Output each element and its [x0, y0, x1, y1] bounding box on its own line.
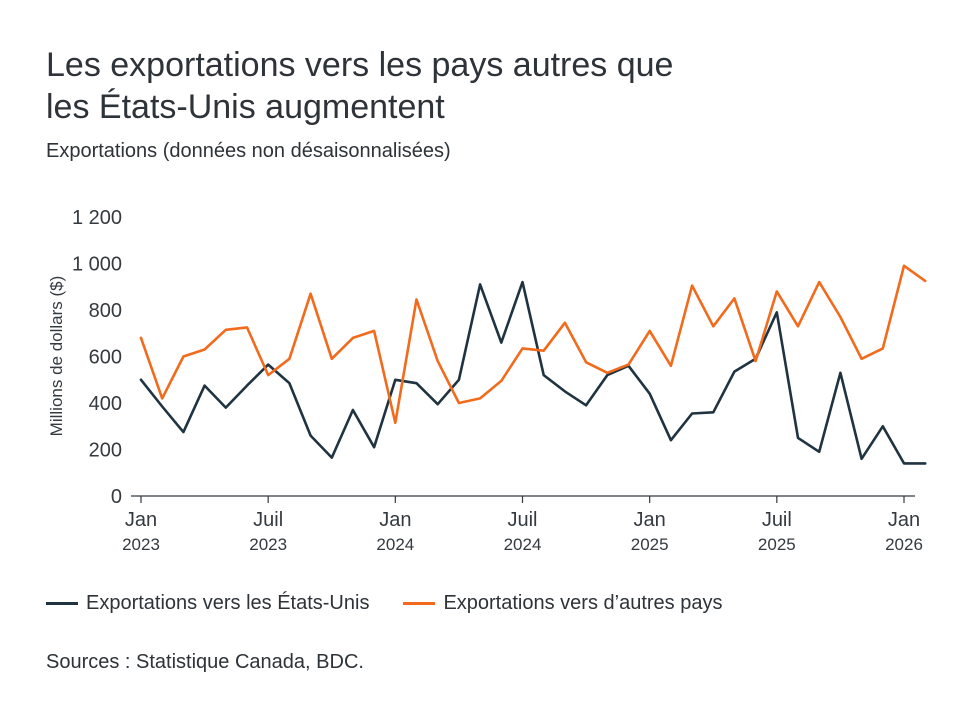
x-tick-label-month: Juil — [762, 509, 792, 531]
chart-title-line-2: les États-Unis augmentent — [46, 88, 445, 126]
x-tick-label-month: Jan — [379, 509, 411, 531]
x-tick-label-year: 2026 — [885, 535, 923, 554]
series-line-us — [139, 280, 927, 465]
legend-label-us: Exportations vers les États-Unis — [86, 592, 370, 614]
y-tick-label: 1 200 — [72, 207, 122, 229]
x-tick-label-year: 2025 — [758, 535, 796, 554]
x-tick-label-month: Jan — [888, 509, 920, 531]
x-tick-label-year: 2023 — [122, 535, 160, 554]
x-tick-label-month: Juil — [253, 509, 283, 531]
y-tick-label: 0 — [111, 486, 122, 508]
chart-subtitle: Exportations (données non désaisonnalisé… — [46, 140, 451, 162]
chart-title: Les exportations vers les pays autres qu… — [46, 44, 906, 128]
x-tick-label-year: 2025 — [631, 535, 669, 554]
x-tick-label-month: Jan — [125, 509, 157, 531]
y-tick-label: 200 — [89, 440, 122, 462]
y-tick-label: 800 — [89, 300, 122, 322]
legend-swatch-other — [403, 602, 436, 605]
legend-item-other: Exportations vers d’autres pays — [403, 592, 722, 615]
y-tick-label: 400 — [89, 393, 122, 415]
source-note: Sources : Statistique Canada, BDC. — [46, 651, 364, 673]
x-tick-label-year: 2024 — [504, 535, 542, 554]
y-tick-label: 1 000 — [72, 254, 122, 276]
x-tick-label-month: Juil — [507, 509, 537, 531]
chart-title-line-1: Les exportations vers les pays autres qu… — [46, 46, 674, 84]
y-axis-label: Millions de dollars ($) — [47, 276, 66, 437]
legend-swatch-us — [46, 602, 78, 605]
legend: Exportations vers les États-Unis Exporta… — [46, 592, 756, 615]
x-tick-label-year: 2023 — [249, 535, 287, 554]
legend-item-us: Exportations vers les États-Unis — [46, 592, 369, 615]
series-line-other — [139, 264, 927, 425]
x-tick-label-month: Jan — [634, 509, 666, 531]
y-tick-label: 600 — [89, 347, 122, 369]
x-tick-label-year: 2024 — [376, 535, 414, 554]
legend-label-other: Exportations vers d’autres pays — [443, 592, 723, 614]
